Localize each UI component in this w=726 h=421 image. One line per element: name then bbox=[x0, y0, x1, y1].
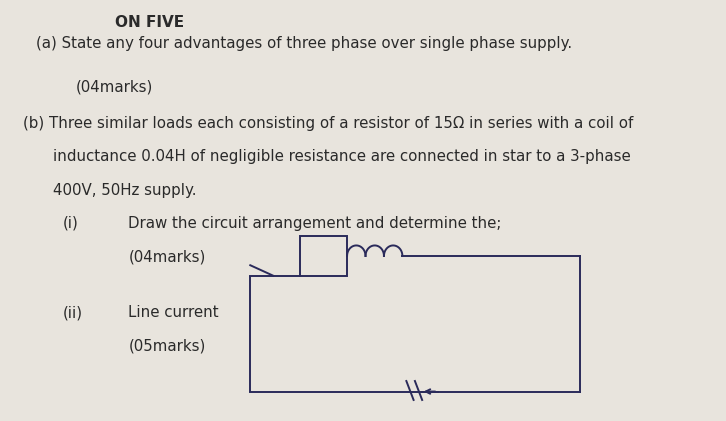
Text: inductance 0.04H of negligible resistance are connected in star to a 3-phase: inductance 0.04H of negligible resistanc… bbox=[53, 149, 630, 165]
Text: (i): (i) bbox=[62, 216, 78, 231]
Text: (ii): (ii) bbox=[62, 305, 83, 320]
Text: (a) State any four advantages of three phase over single phase supply.: (a) State any four advantages of three p… bbox=[36, 36, 572, 51]
Text: (04marks): (04marks) bbox=[76, 80, 153, 95]
Text: 400V, 50Hz supply.: 400V, 50Hz supply. bbox=[53, 183, 196, 198]
Text: (05marks): (05marks) bbox=[129, 338, 205, 354]
Bar bbox=[300, 236, 347, 276]
Text: (b) Three similar loads each consisting of a resistor of 15Ω in series with a co: (b) Three similar loads each consisting … bbox=[23, 116, 633, 131]
Text: ON FIVE: ON FIVE bbox=[115, 15, 184, 30]
Text: Draw the circuit arrangement and determine the;: Draw the circuit arrangement and determi… bbox=[129, 216, 502, 231]
Text: Line current: Line current bbox=[129, 305, 219, 320]
Text: (04marks): (04marks) bbox=[129, 249, 205, 264]
